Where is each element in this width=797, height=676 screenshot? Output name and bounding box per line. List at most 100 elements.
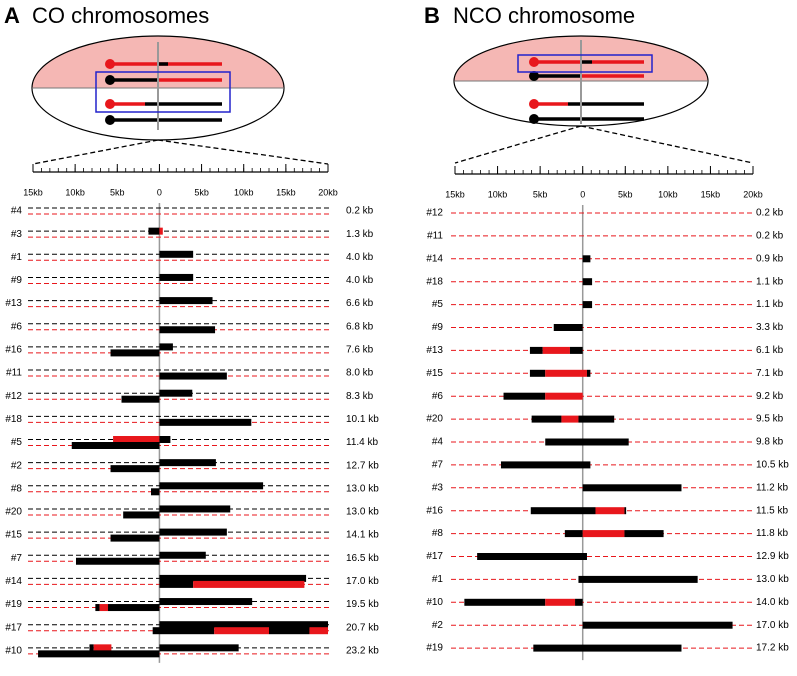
tract-segment xyxy=(89,644,94,652)
tract-segment xyxy=(464,598,546,606)
tract-segment xyxy=(564,530,583,538)
row-length: 9.8 kb xyxy=(756,437,784,448)
row-id: #3 xyxy=(432,482,444,493)
row-length: 3.3 kb xyxy=(756,322,784,333)
row-length: 0.2 kb xyxy=(756,208,784,219)
tract-segment xyxy=(582,530,625,538)
tract-segment xyxy=(624,530,664,538)
row-id: #12 xyxy=(5,391,22,402)
x-tick-label: 5kb xyxy=(533,189,548,199)
tract-segment xyxy=(159,436,171,443)
row-length: 9.5 kb xyxy=(756,414,784,425)
row-length: 19.5 kb xyxy=(346,599,379,610)
tract-segment xyxy=(531,415,562,423)
tract-segment xyxy=(578,415,615,423)
x-tick-label: 15kb xyxy=(701,189,721,199)
tract-segment xyxy=(624,507,627,515)
schematic xyxy=(31,35,329,165)
row-length: 17.2 kb xyxy=(756,643,789,654)
row-length: 11.4 kb xyxy=(346,437,378,448)
row-length: 8.0 kb xyxy=(346,368,374,379)
x-tick-label: 0 xyxy=(157,187,162,197)
tract-segment xyxy=(477,553,587,560)
row-length: 13.0 kb xyxy=(346,483,379,494)
tract-segment xyxy=(545,438,629,446)
row-length: 16.5 kb xyxy=(346,553,379,564)
tract-segment xyxy=(582,255,591,263)
tract-segment xyxy=(214,627,269,635)
panel-label: A xyxy=(4,3,20,28)
tract-segment xyxy=(38,650,160,658)
tract-segment xyxy=(93,644,112,652)
row-id: #7 xyxy=(432,460,444,471)
row-length: 10.1 kb xyxy=(346,414,379,425)
tract-segment xyxy=(578,575,698,583)
row-id: #19 xyxy=(426,643,443,654)
tract-segment xyxy=(148,227,160,235)
tract-segment xyxy=(159,250,194,258)
tract-segment xyxy=(159,372,227,380)
row-length: 4.0 kb xyxy=(346,275,374,286)
row-id: #7 xyxy=(11,553,23,564)
row-id: #6 xyxy=(432,391,444,402)
row-length: 7.6 kb xyxy=(346,345,374,356)
tract-segment xyxy=(542,346,570,354)
x-tick-label: 15kb xyxy=(276,187,296,197)
row-id: #13 xyxy=(5,298,22,309)
tract-segment xyxy=(553,324,583,331)
x-tick-label: 10kb xyxy=(488,189,508,199)
x-tick-label: 5kb xyxy=(110,187,125,197)
row-id: #13 xyxy=(426,345,443,356)
tract-segment xyxy=(159,644,239,652)
tract-segment xyxy=(582,301,593,309)
panel-title: NCO chromosome xyxy=(453,3,635,28)
row-length: 1.1 kb xyxy=(756,276,784,287)
tract-segment xyxy=(193,580,305,588)
x-tick-label: 15kb xyxy=(23,187,43,197)
row-length: 11.2 kb xyxy=(756,482,788,493)
tract-segment xyxy=(533,644,682,652)
tract-segment xyxy=(159,297,213,305)
row-length: 11.8 kb xyxy=(756,528,788,539)
row-length: 11.5 kb xyxy=(756,505,788,516)
row-length: 12.9 kb xyxy=(756,551,789,562)
panel-title: CO chromosomes xyxy=(32,3,209,28)
tract-segment xyxy=(75,557,160,565)
row-length: 12.7 kb xyxy=(346,460,379,471)
row-length: 10.5 kb xyxy=(756,460,789,471)
tract-segment xyxy=(110,349,160,357)
x-tick-label: 20kb xyxy=(318,187,338,197)
row-id: #17 xyxy=(426,551,443,562)
row-length: 7.1 kb xyxy=(756,368,784,379)
tract-segment xyxy=(159,505,231,513)
schematic xyxy=(453,35,754,164)
tract-segment xyxy=(95,604,100,612)
tract-segment xyxy=(151,488,160,496)
tract-segment xyxy=(110,534,160,542)
x-tick-label: 10kb xyxy=(658,189,678,199)
row-id: #14 xyxy=(5,576,22,587)
tract-segment xyxy=(71,442,160,449)
tract-segment xyxy=(159,273,194,281)
row-id: #9 xyxy=(432,322,444,333)
row-length: 14.1 kb xyxy=(346,530,379,541)
tract-segment xyxy=(561,415,579,423)
tract-segment xyxy=(159,528,227,536)
x-tick-label: 15kb xyxy=(445,189,465,199)
tract-segment xyxy=(530,507,596,515)
x-tick-label: 0 xyxy=(580,189,585,199)
row-length: 23.2 kb xyxy=(346,645,379,656)
x-tick-label: 5kb xyxy=(618,189,633,199)
row-id: #2 xyxy=(432,620,444,631)
x-tick-label: 20kb xyxy=(743,189,763,199)
x-tick-label: 10kb xyxy=(234,187,254,197)
tract-segment xyxy=(159,326,216,334)
row-id: #10 xyxy=(5,645,22,656)
tract-segment xyxy=(159,389,193,397)
row-id: #20 xyxy=(5,507,22,518)
x-tick-label: 10kb xyxy=(65,187,85,197)
row-id: #4 xyxy=(11,206,23,217)
row-length: 6.6 kb xyxy=(346,298,374,309)
row-length: 0.2 kb xyxy=(756,231,784,242)
